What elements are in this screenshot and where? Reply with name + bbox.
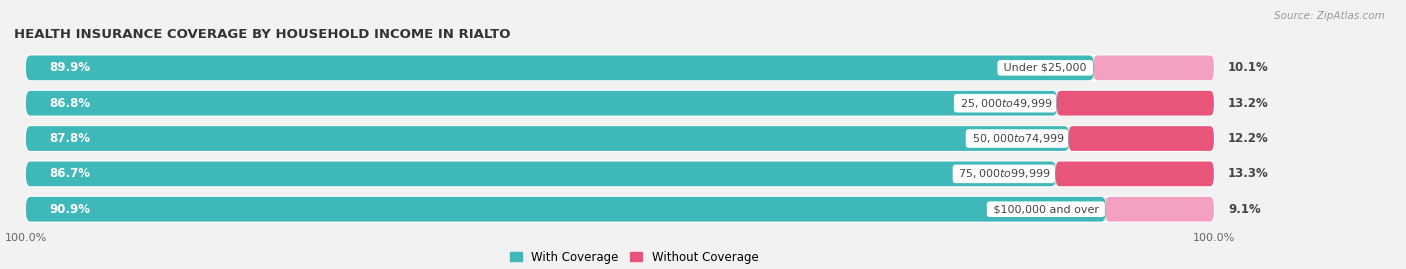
Text: 12.2%: 12.2% — [1227, 132, 1268, 145]
Text: $50,000 to $74,999: $50,000 to $74,999 — [969, 132, 1066, 145]
FancyBboxPatch shape — [25, 126, 1069, 151]
FancyBboxPatch shape — [25, 55, 1213, 80]
Text: Under $25,000: Under $25,000 — [1000, 63, 1090, 73]
Text: 86.7%: 86.7% — [49, 167, 91, 180]
Text: Source: ZipAtlas.com: Source: ZipAtlas.com — [1274, 11, 1385, 21]
Text: $25,000 to $49,999: $25,000 to $49,999 — [956, 97, 1053, 110]
FancyBboxPatch shape — [25, 91, 1057, 116]
Text: $100,000 and over: $100,000 and over — [990, 204, 1102, 214]
Text: 89.9%: 89.9% — [49, 61, 91, 74]
Text: 90.9%: 90.9% — [49, 203, 91, 216]
FancyBboxPatch shape — [25, 161, 1213, 186]
Text: HEALTH INSURANCE COVERAGE BY HOUSEHOLD INCOME IN RIALTO: HEALTH INSURANCE COVERAGE BY HOUSEHOLD I… — [14, 28, 510, 41]
FancyBboxPatch shape — [1056, 161, 1213, 186]
Text: 13.2%: 13.2% — [1227, 97, 1268, 110]
FancyBboxPatch shape — [1105, 197, 1213, 222]
Text: 13.3%: 13.3% — [1227, 167, 1268, 180]
Text: $75,000 to $99,999: $75,000 to $99,999 — [956, 167, 1052, 180]
FancyBboxPatch shape — [25, 126, 1213, 151]
FancyBboxPatch shape — [25, 161, 1056, 186]
Legend: With Coverage, Without Coverage: With Coverage, Without Coverage — [505, 246, 763, 268]
FancyBboxPatch shape — [1069, 126, 1213, 151]
FancyBboxPatch shape — [25, 197, 1213, 222]
FancyBboxPatch shape — [25, 197, 1105, 222]
Text: 86.8%: 86.8% — [49, 97, 91, 110]
FancyBboxPatch shape — [1057, 91, 1213, 116]
FancyBboxPatch shape — [1094, 55, 1213, 80]
FancyBboxPatch shape — [25, 91, 1213, 116]
Text: 87.8%: 87.8% — [49, 132, 91, 145]
Text: 9.1%: 9.1% — [1227, 203, 1261, 216]
FancyBboxPatch shape — [25, 55, 1094, 80]
Text: 10.1%: 10.1% — [1227, 61, 1268, 74]
